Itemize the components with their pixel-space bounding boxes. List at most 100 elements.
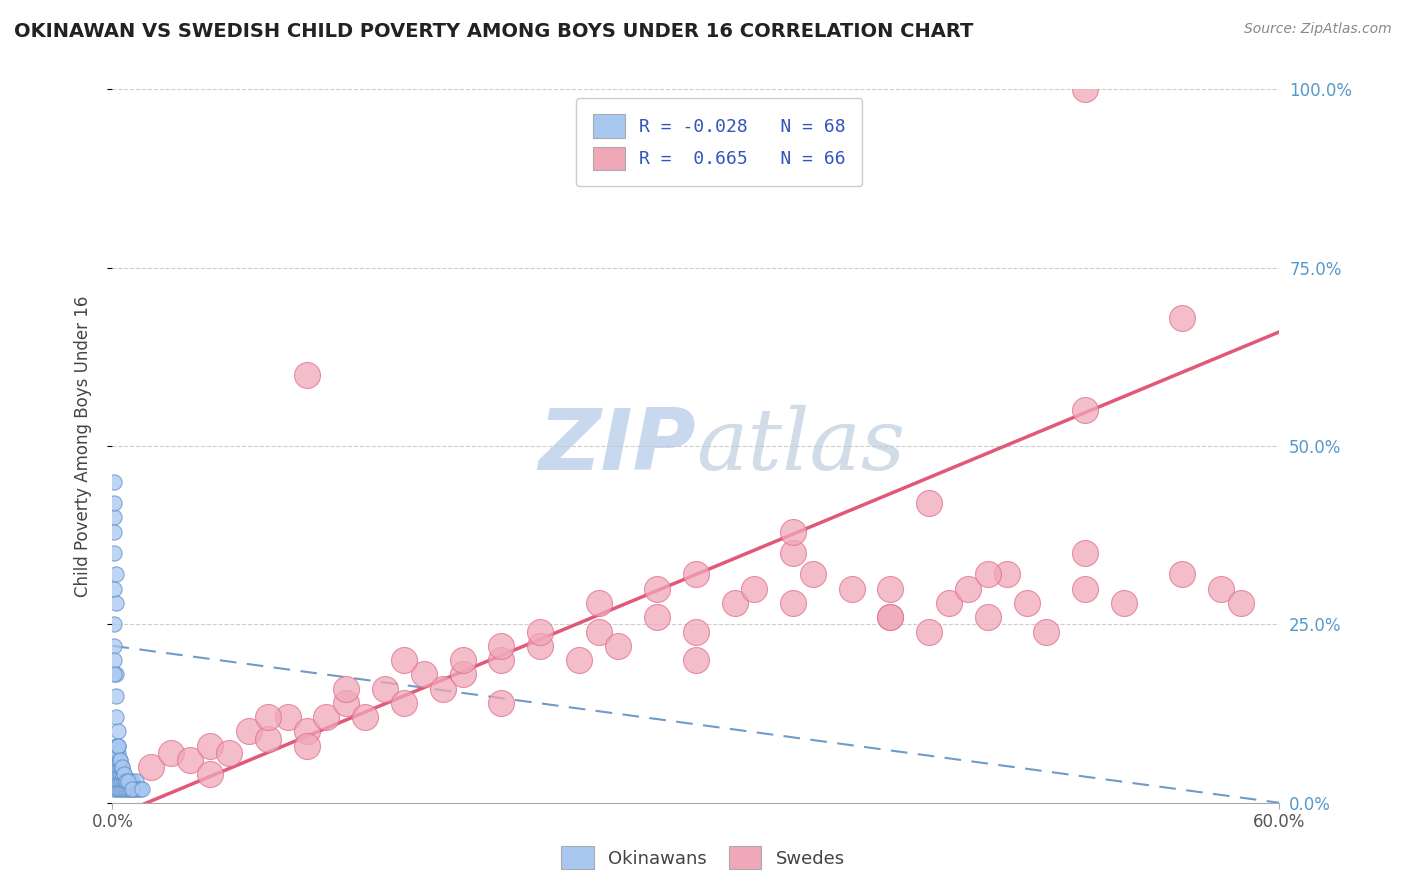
Point xyxy=(103,546,125,560)
Point xyxy=(117,781,139,796)
Point xyxy=(107,739,129,753)
Point xyxy=(112,767,135,781)
Point xyxy=(115,774,138,789)
Point xyxy=(529,639,551,653)
Point xyxy=(105,760,128,774)
Point xyxy=(179,753,201,767)
Point xyxy=(957,582,980,596)
Point xyxy=(432,681,454,696)
Point xyxy=(685,653,707,667)
Point xyxy=(568,653,591,667)
Point xyxy=(1074,546,1097,560)
Point xyxy=(918,496,941,510)
Point xyxy=(1229,596,1251,610)
Point xyxy=(645,582,668,596)
Point xyxy=(392,653,416,667)
Point xyxy=(295,368,318,382)
Point xyxy=(125,781,148,796)
Point xyxy=(198,767,221,781)
Point xyxy=(105,767,128,781)
Point xyxy=(392,696,416,710)
Point xyxy=(110,753,132,767)
Point xyxy=(335,681,357,696)
Point xyxy=(107,753,129,767)
Point xyxy=(841,582,863,596)
Point xyxy=(105,739,128,753)
Point xyxy=(105,710,128,724)
Point xyxy=(112,774,135,789)
Point xyxy=(1112,596,1135,610)
Point xyxy=(105,753,128,767)
Point xyxy=(105,667,128,681)
Point xyxy=(742,582,765,596)
Point xyxy=(685,567,707,582)
Point xyxy=(127,781,149,796)
Point xyxy=(115,781,138,796)
Point xyxy=(103,760,125,774)
Point xyxy=(105,774,128,789)
Point xyxy=(107,781,129,796)
Point xyxy=(111,760,134,774)
Point xyxy=(103,667,125,681)
Point xyxy=(976,610,998,624)
Point xyxy=(238,724,260,739)
Text: atlas: atlas xyxy=(696,405,905,487)
Point xyxy=(110,753,132,767)
Point xyxy=(115,774,138,789)
Point xyxy=(110,774,132,789)
Text: Source: ZipAtlas.com: Source: ZipAtlas.com xyxy=(1244,22,1392,37)
Point xyxy=(879,610,901,624)
Point xyxy=(111,774,134,789)
Point xyxy=(128,781,150,796)
Point xyxy=(107,724,129,739)
Point xyxy=(354,710,377,724)
Point xyxy=(1171,567,1194,582)
Point xyxy=(103,781,125,796)
Point xyxy=(491,639,513,653)
Point xyxy=(879,582,901,596)
Point xyxy=(121,781,143,796)
Point xyxy=(1074,403,1097,417)
Point xyxy=(111,781,134,796)
Point xyxy=(103,753,125,767)
Point xyxy=(491,696,513,710)
Point xyxy=(103,617,125,632)
Text: ZIP: ZIP xyxy=(538,404,696,488)
Point xyxy=(103,767,125,781)
Point xyxy=(588,624,610,639)
Point xyxy=(451,667,474,681)
Point xyxy=(335,696,357,710)
Point xyxy=(118,781,141,796)
Point xyxy=(685,624,707,639)
Point xyxy=(295,739,318,753)
Point xyxy=(257,731,280,746)
Point xyxy=(117,774,139,789)
Point xyxy=(118,774,141,789)
Point xyxy=(276,710,298,724)
Point xyxy=(218,746,240,760)
Point xyxy=(103,639,125,653)
Point xyxy=(107,760,129,774)
Point xyxy=(315,710,337,724)
Point xyxy=(160,746,183,760)
Point xyxy=(976,567,998,582)
Point xyxy=(105,689,128,703)
Point xyxy=(121,781,143,796)
Point xyxy=(105,596,128,610)
Point xyxy=(103,475,125,489)
Point xyxy=(782,596,804,610)
Point xyxy=(105,781,128,796)
Point xyxy=(938,596,960,610)
Point xyxy=(112,781,135,796)
Point xyxy=(412,667,434,681)
Point xyxy=(257,710,280,724)
Point xyxy=(1209,582,1232,596)
Point xyxy=(1074,582,1097,596)
Point xyxy=(141,760,163,774)
Legend: Okinawans, Swedes: Okinawans, Swedes xyxy=(553,838,853,879)
Point xyxy=(105,746,128,760)
Point xyxy=(105,567,128,582)
Point xyxy=(374,681,396,696)
Point xyxy=(995,567,1018,582)
Point xyxy=(117,774,139,789)
